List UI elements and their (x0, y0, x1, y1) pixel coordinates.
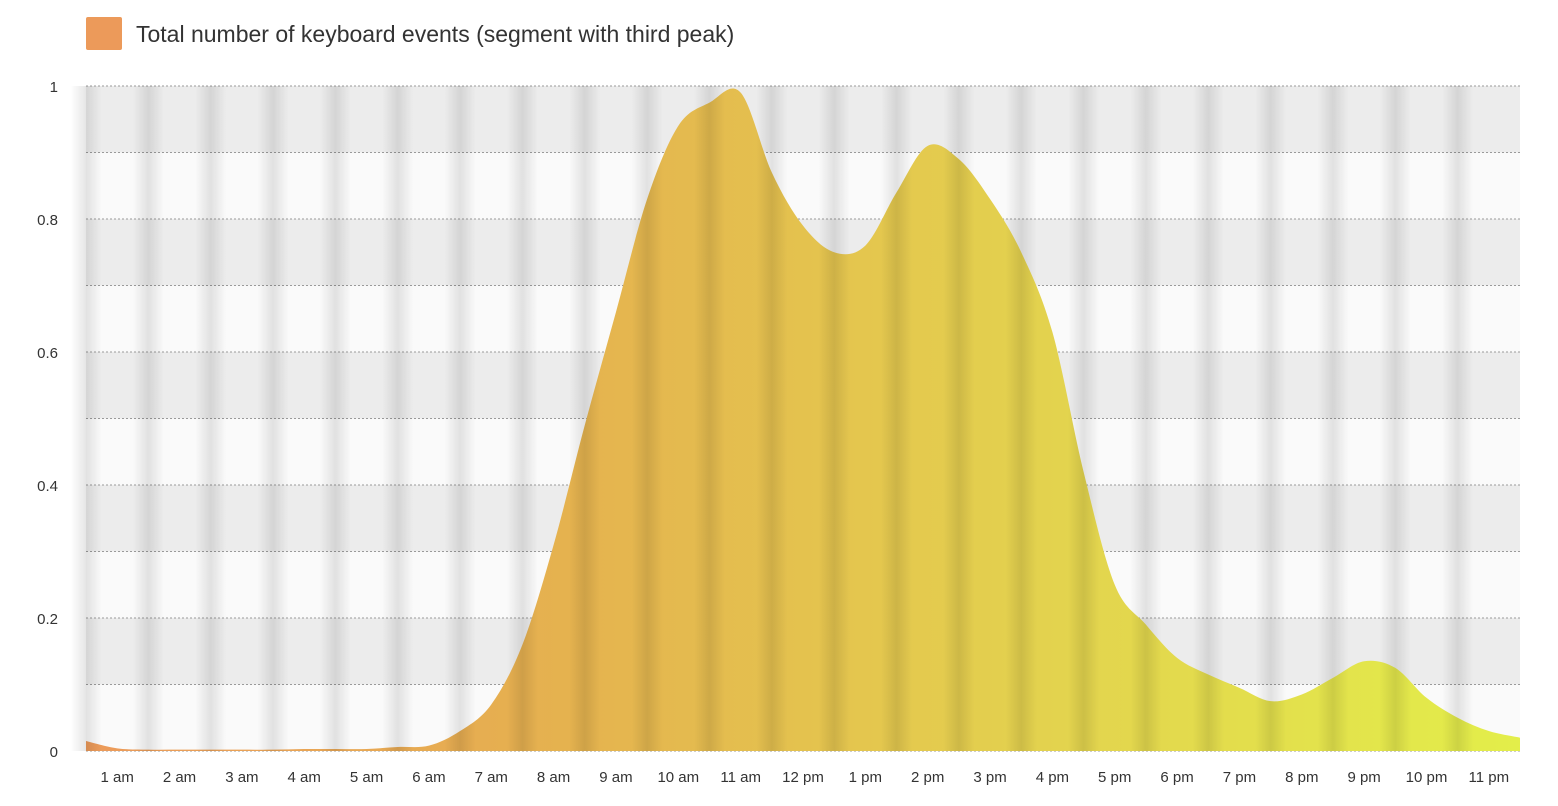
column-stripe (132, 86, 164, 751)
x-tick-label: 4 am (288, 769, 321, 786)
area-layer (86, 88, 1520, 751)
column-stripe (257, 86, 289, 751)
legend-swatch (86, 17, 122, 50)
column-stripe (880, 86, 913, 751)
column-shading (70, 86, 1474, 751)
x-tick-label: 11 pm (1469, 769, 1510, 786)
column-stripe (631, 86, 663, 751)
x-tick-label: 9 pm (1347, 769, 1380, 786)
x-tick-label: 7 pm (1223, 769, 1256, 786)
x-tick-label: 3 am (225, 769, 258, 786)
plot-band (86, 86, 1520, 153)
y-tick-label: 0.4 (37, 478, 58, 495)
y-tick-label: 0.8 (37, 212, 58, 229)
y-tick-label: 1 (50, 79, 58, 96)
x-tick-label: 3 pm (973, 769, 1006, 786)
column-stripe (1130, 86, 1162, 751)
y-tick-label: 0.6 (37, 345, 58, 362)
column-stripe (1442, 86, 1474, 751)
column-stripe (1379, 86, 1411, 751)
column-stripe (506, 86, 539, 751)
column-stripe (1005, 86, 1037, 751)
x-tick-label: 4 pm (1036, 769, 1069, 786)
column-stripe (444, 86, 476, 751)
x-tick-label: 8 pm (1285, 769, 1318, 786)
column-stripe (818, 86, 850, 751)
column-stripe (943, 86, 975, 751)
y-tick-label: 0.2 (37, 611, 58, 628)
x-axis-ticks: 1 am 2 am 3 am 4 am 5 am 6 am 7 am 8 am 9 am 10 a… (100, 769, 1509, 786)
x-tick-label: 6 am (412, 769, 445, 786)
column-stripe (569, 86, 601, 751)
column-stripe (1067, 86, 1100, 751)
x-tick-label: 5 pm (1098, 769, 1131, 786)
column-stripe (319, 86, 351, 751)
column-stripe (756, 86, 788, 751)
plot-band (86, 152, 1520, 219)
column-stripe (1192, 86, 1224, 751)
legend-label: Total number of keyboard events (segment… (136, 21, 734, 47)
x-tick-label: 11 am (720, 769, 761, 786)
x-tick-label: 10 am (657, 769, 699, 786)
y-axis-ticks: 0 0.2 0.4 0.6 0.8 1 (37, 79, 58, 761)
column-stripe (382, 86, 414, 751)
x-tick-label: 8 am (537, 769, 570, 786)
column-stripe (195, 86, 227, 751)
x-tick-label: 2 pm (911, 769, 944, 786)
x-tick-label: 1 am (100, 769, 133, 786)
x-tick-label: 5 am (350, 769, 383, 786)
x-tick-label: 10 pm (1406, 769, 1448, 786)
column-stripe (1255, 86, 1287, 751)
column-stripe (693, 86, 726, 751)
column-stripe (1317, 86, 1349, 751)
x-tick-label: 6 pm (1160, 769, 1193, 786)
x-tick-label: 9 am (599, 769, 632, 786)
x-tick-label: 7 am (475, 769, 508, 786)
x-tick-label: 2 am (163, 769, 196, 786)
y-tick-label: 0 (50, 744, 58, 761)
x-tick-label: 12 pm (782, 769, 824, 786)
x-tick-label: 1 pm (849, 769, 882, 786)
series-area (86, 88, 1520, 751)
column-stripe (70, 86, 102, 751)
